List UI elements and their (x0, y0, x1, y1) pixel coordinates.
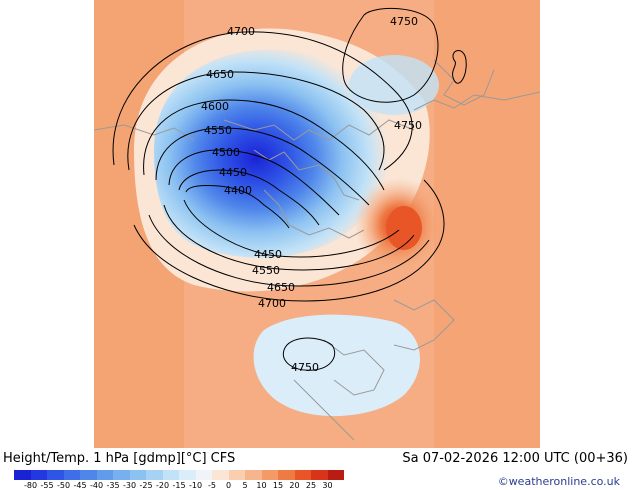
colorbar-tick-label: 25 (305, 481, 317, 490)
colorbar-tick-label: -20 (155, 481, 170, 490)
colorbar-swatch (146, 470, 163, 480)
valid-time: Sa 07-02-2026 12:00 UTC (00+36) (402, 451, 628, 466)
label-4600-top: 4600 (201, 100, 229, 113)
colorbar-tick-label: 5 (242, 481, 248, 490)
colorbar (14, 470, 344, 480)
temperature-height-map: 4700 4650 4600 4550 4500 4450 4400 4450 … (94, 0, 540, 448)
label-4550-bottom: 4550 (252, 264, 280, 277)
colorbar-swatch (30, 470, 47, 480)
colorbar-swatch (162, 470, 179, 480)
colorbar-tick-label: -50 (56, 481, 71, 490)
colorbar-tick-label: -80 (23, 481, 38, 490)
colorbar-tick-label: -45 (73, 481, 87, 490)
label-4650-top: 4650 (206, 68, 234, 81)
label-4700-bottom: 4700 (258, 297, 286, 310)
colorbar-tick-label: -10 (188, 481, 203, 490)
colorbar-tick-label: -55 (40, 481, 54, 490)
label-4500: 4500 (212, 146, 240, 159)
colorbar-tick-label: 20 (289, 481, 300, 490)
colorbar-tick-label: -5 (208, 481, 216, 490)
colorbar-swatch (80, 470, 97, 480)
colorbar-swatch (327, 470, 344, 480)
colorbar-swatch (311, 470, 328, 480)
colorbar-swatch (195, 470, 212, 480)
colorbar-swatch (294, 470, 311, 480)
label-4650-bottom: 4650 (267, 281, 295, 294)
label-4750-south: 4750 (291, 361, 319, 374)
colorbar-tick-label: 15 (272, 481, 284, 490)
colorbar-tick-label: -25 (139, 481, 153, 490)
colorbar-swatch (113, 470, 130, 480)
colorbar-swatch (129, 470, 146, 480)
colorbar-tick-label: 30 (322, 481, 333, 490)
colorbar-swatch (14, 470, 31, 480)
europe-cold-patch (253, 314, 421, 417)
colorbar-tick-label: -40 (89, 481, 104, 490)
colorbar-tick-label: 0 (225, 481, 232, 490)
colorbar-tick-label: -15 (172, 481, 186, 490)
footer: Height/Temp. 1 hPa [gdmp][°C] CFS Sa 07-… (0, 448, 634, 490)
label-4750-east: 4750 (394, 119, 422, 132)
colorbar-swatch (96, 470, 113, 480)
coastlines (94, 59, 540, 441)
colorbar-ticks: -80 -55 -50 -45 -40 -35 -30 -25 -20 -15 -10 -5 0 5 10 1… (14, 481, 374, 490)
colorbar-swatch (47, 470, 64, 480)
height-contours (112, 7, 467, 371)
warm-anomaly-core (386, 206, 422, 250)
map-panel: 4700 4650 4600 4550 4500 4450 4400 4450 … (94, 0, 540, 448)
cold-core (154, 49, 397, 258)
label-4450-bottom: 4450 (254, 248, 282, 261)
east-warm-band (434, 0, 540, 448)
label-4700-top: 4700 (227, 25, 255, 38)
colorbar-swatch (261, 470, 278, 480)
map-title: Height/Temp. 1 hPa [gdmp][°C] CFS (3, 451, 236, 466)
colorbar-swatch (63, 470, 80, 480)
colorbar-tick-label: -30 (122, 481, 137, 490)
colorbar-swatch (179, 470, 196, 480)
colorbar-swatch (228, 470, 245, 480)
credit-link[interactable]: ©weatheronline.co.uk (497, 475, 620, 488)
label-4400: 4400 (224, 184, 252, 197)
colorbar-swatch (278, 470, 295, 480)
label-4750-top: 4750 (390, 15, 418, 28)
contour-labels: 4700 4650 4600 4550 4500 4450 4400 4450 … (201, 15, 422, 374)
colorbar-tick-label: -35 (106, 481, 120, 490)
label-4550-top: 4550 (204, 124, 232, 137)
colorbar-tick-label: 10 (256, 481, 267, 490)
colorbar-swatch (212, 470, 229, 480)
colorbar-swatch (245, 470, 262, 480)
label-4450-inner: 4450 (219, 166, 247, 179)
